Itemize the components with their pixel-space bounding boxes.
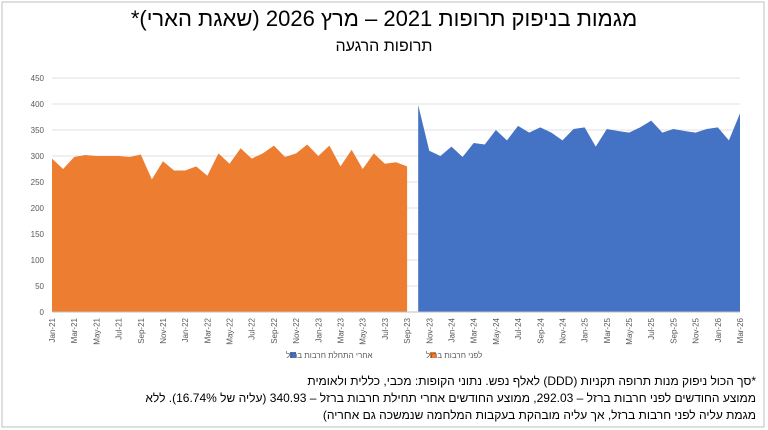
x-tick-label: Jul-21 xyxy=(115,317,124,339)
footnote: מגמת עליה לפני חרבות ברזל, אך עליה מובהק… xyxy=(322,408,756,422)
x-tick-label: Mar-26 xyxy=(736,317,745,343)
y-tick-label: 50 xyxy=(35,282,44,291)
y-tick-label: 400 xyxy=(31,100,45,109)
legend-label: אחרי התחלת חרבות ברזל xyxy=(286,351,373,360)
x-tick-label: Mar-21 xyxy=(70,317,79,343)
legend-swatch xyxy=(430,352,436,358)
chart-subtitle: תרופות הרגעה xyxy=(335,38,433,55)
y-tick-label: 450 xyxy=(31,74,45,83)
y-tick-label: 200 xyxy=(31,204,45,213)
x-tick-label: Jan-24 xyxy=(447,317,456,342)
footnote: *סך הכול ניפוק מנות תרופה תקניות (DDD) ל… xyxy=(307,374,756,388)
area xyxy=(418,105,740,312)
x-tick-label: May-23 xyxy=(359,317,368,344)
x-tick-label: Jan-26 xyxy=(714,317,723,342)
x-tick-label: May-22 xyxy=(226,317,235,344)
x-tick-label: Jan-21 xyxy=(48,317,57,342)
x-tick-label: Nov-24 xyxy=(558,317,567,343)
x-tick-label: Nov-22 xyxy=(292,317,301,343)
x-tick-label: Sep-25 xyxy=(669,317,678,343)
x-tick-label: Sep-24 xyxy=(536,317,545,343)
x-tick-label: Mar-22 xyxy=(203,317,212,343)
x-tick-label: Nov-23 xyxy=(425,317,434,343)
x-tick-label: Jul-23 xyxy=(381,317,390,339)
x-tick-label: Mar-25 xyxy=(603,317,612,343)
y-tick-label: 100 xyxy=(31,256,45,265)
x-tick-label: May-24 xyxy=(492,317,501,344)
x-tick-label: Jan-23 xyxy=(314,317,323,342)
area xyxy=(52,144,408,312)
x-tick-label: Nov-25 xyxy=(692,317,701,343)
chart-title: מגמות בניפוק תרופות 2021 – מרץ 2026 (שאג… xyxy=(130,6,638,31)
x-tick-label: Sep-23 xyxy=(403,317,412,343)
legend-swatch xyxy=(290,352,296,358)
x-tick-label: Jul-25 xyxy=(647,317,656,339)
x-tick-label: Mar-23 xyxy=(337,317,346,343)
y-tick-label: 250 xyxy=(31,178,45,187)
x-tick-label: Sep-22 xyxy=(270,317,279,343)
x-tick-label: Nov-21 xyxy=(159,317,168,343)
y-tick-label: 300 xyxy=(31,152,45,161)
x-tick-label: Jan-22 xyxy=(181,317,190,342)
x-tick-label: Jan-25 xyxy=(581,317,590,342)
y-tick-label: 150 xyxy=(31,230,45,239)
legend-label: לפני חרבות ברזל xyxy=(426,351,482,360)
x-tick-label: May-25 xyxy=(625,317,634,344)
y-tick-label: 350 xyxy=(31,126,45,135)
x-tick-label: Mar-24 xyxy=(470,317,479,343)
x-tick-label: Sep-21 xyxy=(137,317,146,343)
x-tick-label: May-21 xyxy=(92,317,101,344)
footnote: ממוצע החודשים לפני חרבות ברזל – 292.03, … xyxy=(145,391,756,405)
x-tick-label: Jul-24 xyxy=(514,317,523,339)
y-tick-label: 0 xyxy=(40,308,45,317)
x-tick-label: Jul-22 xyxy=(248,317,257,339)
